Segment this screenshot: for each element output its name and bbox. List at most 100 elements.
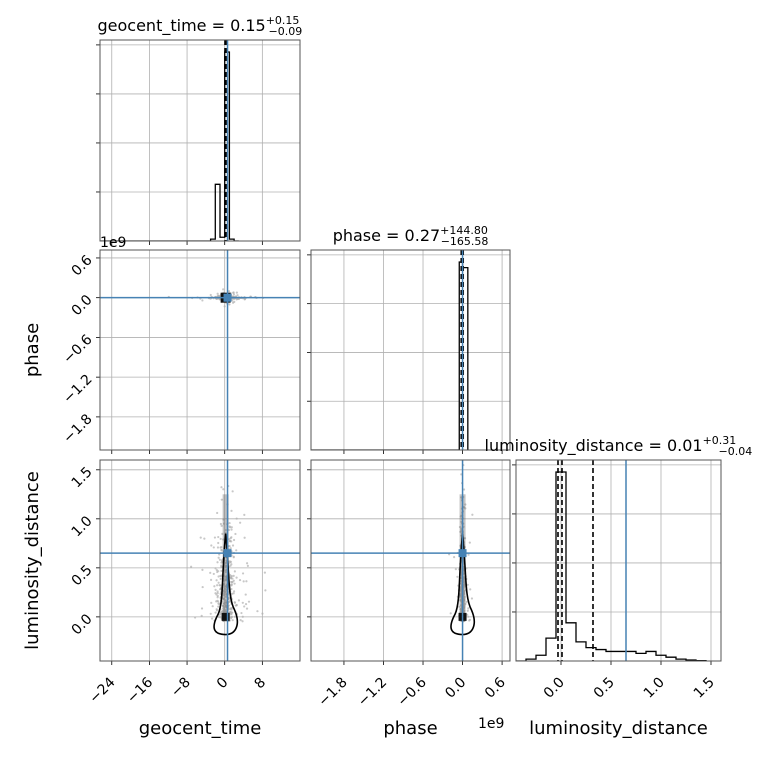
density-band — [222, 494, 229, 622]
scatter-geocent_time-luminosity_distance-plot-area — [100, 460, 300, 661]
truth-marker — [223, 293, 232, 302]
y-tick-label: −1.8 — [60, 411, 95, 446]
scatter-point — [219, 584, 222, 587]
scatter-point — [212, 546, 215, 549]
scatter-point — [256, 610, 259, 613]
scatter-point — [462, 599, 466, 602]
scatter-point — [229, 573, 232, 577]
x-tick-label: −0.6 — [394, 674, 429, 709]
x-tick-label: 0.0 — [541, 675, 568, 702]
scatter-point — [466, 583, 469, 586]
scatter-point — [231, 580, 234, 584]
histogram-luminosity_distance — [516, 471, 707, 661]
scatter-point — [464, 503, 467, 506]
panel-border — [515, 459, 722, 662]
truth-marker — [458, 549, 467, 558]
scatter-point — [222, 488, 225, 491]
y-axis-label: luminosity_distance — [22, 471, 43, 650]
scatter-point — [229, 617, 233, 620]
scatter-point — [232, 293, 236, 296]
scatter-point — [209, 578, 213, 582]
scatter-point — [463, 583, 466, 586]
scatter-point — [245, 562, 249, 565]
scatter-point — [214, 611, 217, 614]
scatter-point — [235, 517, 238, 520]
scatter-point — [221, 604, 225, 607]
scatter-point — [232, 291, 235, 294]
scatter-point — [217, 541, 220, 545]
scatter-geocent_time-phase-plot-area — [100, 250, 300, 450]
x-tick-label: 0.6 — [482, 674, 509, 701]
hist-geocent_time-plot-area — [100, 40, 300, 241]
scatter-point — [224, 570, 227, 574]
y-tick-label: 1.5 — [69, 464, 96, 491]
scatter-point — [227, 290, 231, 293]
y-tick-label: −0.6 — [60, 332, 95, 367]
scatter-point — [224, 528, 227, 532]
scatter-point — [231, 299, 234, 302]
scatter-point — [224, 595, 228, 598]
hist-phase-plot-area — [311, 250, 510, 450]
scatter-point — [471, 513, 474, 516]
scatter-point — [210, 617, 214, 620]
x-tick-label: 0.0 — [442, 675, 469, 702]
panel-border — [99, 459, 301, 662]
scatter-point — [230, 528, 233, 531]
title-geocent_time: geocent_time = 0.15+0.15 — [98, 14, 300, 36]
scatter-point — [228, 540, 232, 543]
scatter-point — [228, 303, 231, 306]
scatter-point — [261, 612, 264, 615]
scatter-point — [228, 545, 231, 548]
x-tick-label: 0.5 — [591, 675, 618, 702]
scatter-point — [458, 525, 462, 529]
scatter-point — [214, 592, 217, 595]
scatter-point — [460, 576, 463, 579]
scatter-point — [235, 298, 238, 301]
scatter-point — [230, 576, 233, 580]
scatter-point — [453, 556, 456, 559]
scatter-point — [235, 549, 238, 552]
scatter-point — [243, 536, 246, 539]
x-axis-label: luminosity_distance — [529, 718, 708, 739]
scatter-point — [222, 288, 225, 291]
scatter-point — [220, 545, 223, 549]
panel-border — [310, 249, 511, 451]
scatter-point — [222, 522, 226, 525]
tick-labels: −24 −16 −8 0 8 −1.8 −1.2 −0.6 0.0 0.6 0.0 0.5 1.0 1.5… — [60, 252, 718, 710]
scatter-point — [456, 575, 459, 578]
scatter-point — [245, 607, 249, 610]
scatter-point — [467, 607, 470, 610]
y-tick-label: −1.2 — [60, 371, 95, 406]
scatter-point — [221, 532, 224, 535]
scatter-point — [239, 619, 242, 622]
scatter-point — [214, 567, 217, 570]
scatter-point — [224, 531, 227, 534]
scatter-point — [228, 538, 231, 541]
y-tick-label: 0.0 — [69, 611, 96, 638]
panel-border — [310, 459, 511, 662]
title-phase-minus: −165.58 — [441, 235, 489, 248]
x-axis-label: phase — [383, 718, 437, 739]
scatter-point — [223, 305, 226, 308]
scatter-point — [464, 507, 467, 510]
scatter-point — [218, 602, 221, 606]
scatter-point — [465, 600, 468, 604]
scatter-point — [468, 541, 471, 544]
scatter-point — [238, 578, 242, 582]
scatter-point — [462, 591, 466, 594]
scatter-point — [200, 607, 204, 610]
scatter-phase-luminosity_distance-plot-area — [311, 460, 510, 661]
scatter-point — [241, 615, 244, 618]
scatter-point — [201, 585, 204, 589]
scatter-point — [215, 569, 218, 572]
scatter-point — [193, 616, 197, 619]
scatter-point — [241, 601, 244, 604]
hist-phase: phase = 0.27+144.80−165.58 — [307, 224, 511, 454]
scatter-point — [228, 521, 231, 525]
scatter-point — [243, 513, 246, 516]
scatter-point — [263, 571, 266, 574]
scatter-point — [216, 570, 219, 574]
scatter-point — [220, 549, 223, 552]
y-tick-label: 0.0 — [69, 292, 96, 319]
